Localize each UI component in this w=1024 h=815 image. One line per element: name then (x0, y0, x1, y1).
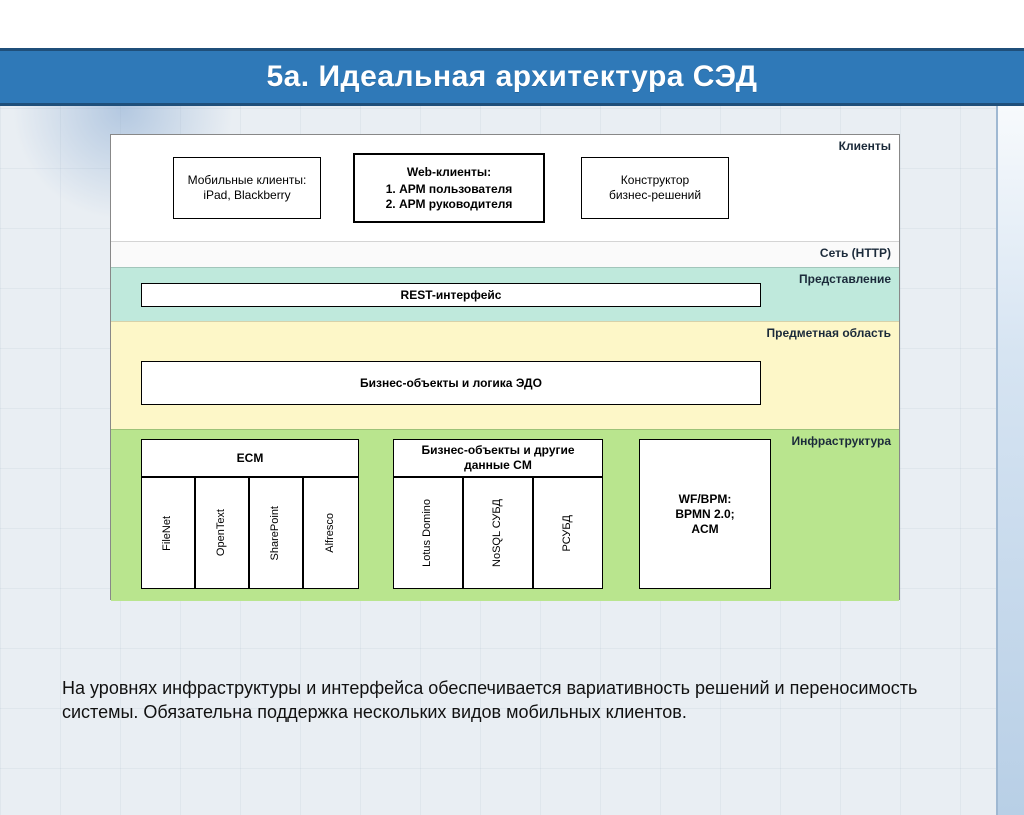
box-web-line2: 2. АРМ руководителя (386, 197, 513, 212)
box-web-clients: Web-клиенты: 1. АРМ пользователя 2. АРМ … (353, 153, 545, 223)
slide-title: 5a. Идеальная архитектура СЭД (266, 60, 757, 94)
wf-line1: WF/BPM: (679, 492, 732, 507)
wf-line2: BPMN 2.0; (675, 507, 734, 522)
box-web-line1: 1. АРМ пользователя (386, 182, 513, 197)
cm-col-1-label: NoSQL СУБД (491, 499, 505, 567)
ecm-col-2-label: SharePoint (269, 506, 283, 560)
cm-col-2: РСУБД (533, 477, 603, 589)
cm-col-0: Lotus Domino (393, 477, 463, 589)
ecm-col-0: FileNet (141, 477, 195, 589)
slide-caption: На уровнях инфраструктуры и интерфейса о… (62, 676, 974, 725)
box-business-logic: Бизнес-объекты и логика ЭДО (141, 361, 761, 405)
box-mobile-title: Мобильные клиенты: (188, 173, 307, 188)
decorative-side-stripe (996, 48, 1024, 815)
cm-col-0-label: Lotus Domino (421, 499, 435, 567)
box-builder: Конструктор бизнес-решений (581, 157, 729, 219)
cm-col-1: NoSQL СУБД (463, 477, 533, 589)
layer-network: Сеть (HTTP) (111, 241, 899, 267)
box-rest-interface: REST-интерфейс (141, 283, 761, 307)
box-web-title: Web-клиенты: (407, 165, 491, 180)
logic-label: Бизнес-объекты и логика ЭДО (360, 376, 542, 391)
layer-label-infrastructure: Инфраструктура (792, 434, 891, 448)
wf-line3: ACM (691, 522, 718, 537)
cm-col-2-label: РСУБД (561, 515, 575, 551)
box-mobile-sub: iPad, Blackberry (203, 188, 290, 203)
box-cm-header: Бизнес-объекты и другие данные CM (393, 439, 603, 477)
box-builder-sub: бизнес-решений (609, 188, 701, 203)
layer-label-network: Сеть (HTTP) (820, 246, 891, 260)
ecm-col-1-label: OpenText (215, 509, 229, 556)
ecm-col-0-label: FileNet (161, 516, 175, 551)
box-mobile-clients: Мобильные клиенты: iPad, Blackberry (173, 157, 321, 219)
ecm-title: ECM (237, 451, 264, 466)
layer-label-presentation: Представление (799, 272, 891, 286)
rest-label: REST-интерфейс (401, 288, 502, 303)
ecm-col-1: OpenText (195, 477, 249, 589)
ecm-col-3: Alfresco (303, 477, 359, 589)
box-builder-title: Конструктор (621, 173, 689, 188)
cm-title: Бизнес-объекты и другие данные CM (400, 443, 596, 473)
box-ecm-header: ECM (141, 439, 359, 477)
ecm-col-2: SharePoint (249, 477, 303, 589)
box-wf-bpm: WF/BPM: BPMN 2.0; ACM (639, 439, 771, 589)
ecm-col-3-label: Alfresco (324, 513, 338, 553)
layer-label-clients: Клиенты (839, 139, 891, 153)
title-band: 5a. Идеальная архитектура СЭД (0, 48, 1024, 106)
architecture-diagram: Клиенты Сеть (HTTP) Представление Предме… (110, 134, 900, 600)
layer-label-domain: Предметная область (767, 326, 891, 340)
